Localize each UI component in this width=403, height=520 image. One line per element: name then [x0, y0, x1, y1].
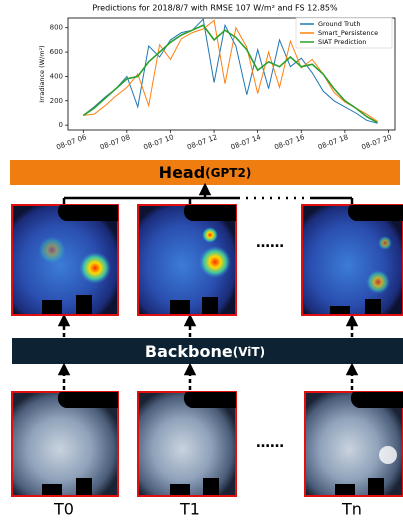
y-tick-label: 800 — [50, 24, 63, 32]
arrows — [57, 313, 359, 390]
chart-title: Predictions for 2018/8/7 with RMSE 107 W… — [92, 4, 338, 13]
x-tick-label: 08-07 06 — [55, 133, 88, 151]
y-tick-label: 0 — [59, 121, 63, 129]
frame-label: T0 — [53, 500, 74, 519]
ellipsis: …… — [256, 235, 284, 251]
legend-label: Ground Truth — [318, 20, 360, 28]
series-line — [82, 18, 378, 124]
sky-images — [11, 391, 403, 497]
frame-label: T1 — [179, 500, 200, 519]
backbone-model: (ViT) — [233, 345, 265, 359]
series-line — [83, 19, 378, 122]
x-tick-label: 08-07 12 — [186, 133, 218, 151]
chart: Predictions for 2018/8/7 with RMSE 107 W… — [38, 4, 396, 152]
x-tick-label: 08-07 16 — [273, 133, 306, 151]
x-tick-label: 08-07 20 — [361, 133, 393, 151]
backbone-text: Backbone — [145, 342, 233, 361]
attention-maps — [11, 204, 403, 316]
ellipsis: …… — [256, 435, 284, 451]
backbone-block — [12, 338, 403, 364]
head-model: (GPT2) — [205, 166, 251, 180]
head-text: Head — [159, 163, 206, 182]
y-tick-label: 600 — [50, 48, 63, 56]
x-tick-label: 08-07 18 — [317, 133, 349, 151]
y-axis-label: Irradiance (W/m²) — [38, 45, 46, 102]
head-block — [10, 160, 400, 185]
y-tick-label: 200 — [50, 97, 63, 105]
x-tick-label: 08-07 08 — [99, 133, 131, 151]
x-tick-label: 08-07 10 — [143, 133, 175, 151]
legend-label: Smart_Persistence — [318, 29, 378, 37]
head-label: Head(GPT2) — [159, 163, 252, 182]
series-line — [82, 24, 378, 124]
frame-label: Tn — [341, 500, 362, 519]
legend-label: SIAT Prediction — [318, 38, 366, 46]
backbone-label: Backbone(ViT) — [145, 342, 265, 361]
x-tick-label: 08-07 14 — [230, 133, 263, 151]
plot-frame — [67, 17, 396, 131]
y-tick-label: 400 — [50, 72, 63, 80]
